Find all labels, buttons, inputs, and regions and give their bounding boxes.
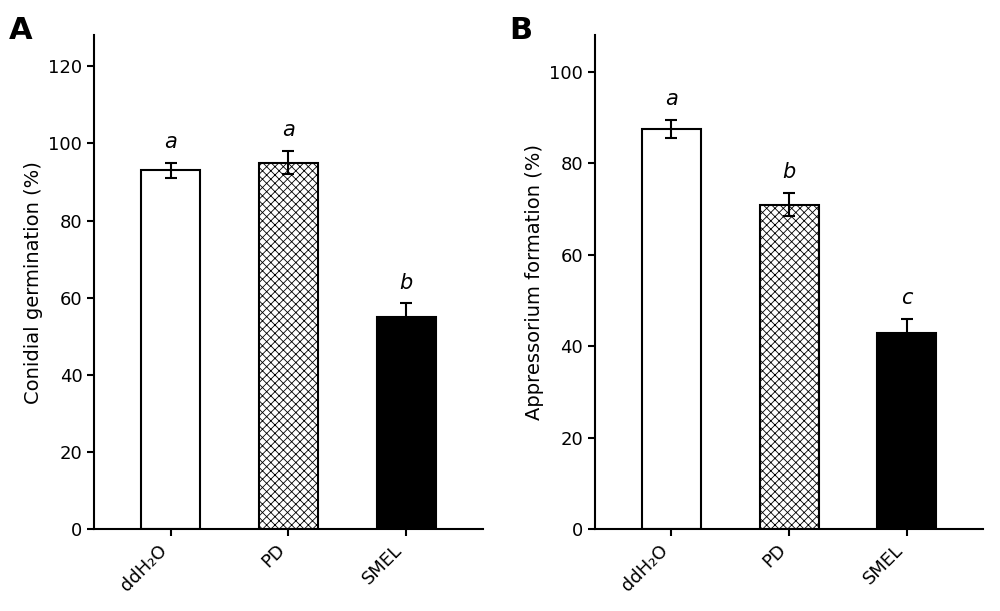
Text: a: a xyxy=(164,132,177,152)
Y-axis label: Appressorium formation (%): Appressorium formation (%) xyxy=(525,144,544,420)
Bar xyxy=(877,332,936,529)
Text: a: a xyxy=(282,120,295,141)
Text: b: b xyxy=(782,163,796,182)
Y-axis label: Conidial germination (%): Conidial germination (%) xyxy=(24,161,43,404)
Text: B: B xyxy=(509,16,533,45)
Bar xyxy=(259,163,318,529)
Bar xyxy=(642,129,701,529)
Bar xyxy=(141,170,200,529)
Text: b: b xyxy=(399,273,413,293)
Text: A: A xyxy=(9,16,32,45)
Bar xyxy=(377,317,436,529)
Text: a: a xyxy=(665,89,678,109)
Text: c: c xyxy=(901,288,913,308)
Bar xyxy=(760,205,819,529)
